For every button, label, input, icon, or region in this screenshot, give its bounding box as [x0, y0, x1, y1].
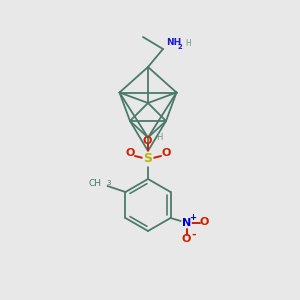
Text: O: O [125, 148, 135, 158]
Text: O: O [142, 136, 152, 146]
Text: O: O [182, 234, 191, 244]
Text: H: H [156, 133, 162, 142]
Text: O: O [200, 217, 209, 227]
Text: CH: CH [88, 178, 101, 188]
Text: N: N [182, 218, 191, 228]
Text: NH: NH [166, 38, 181, 47]
Text: O: O [161, 148, 171, 158]
Text: 2: 2 [177, 44, 182, 50]
Text: S: S [143, 152, 152, 166]
Text: -: - [191, 230, 196, 240]
Text: +: + [189, 213, 196, 222]
Text: 3: 3 [106, 180, 111, 186]
Text: H: H [185, 38, 191, 47]
